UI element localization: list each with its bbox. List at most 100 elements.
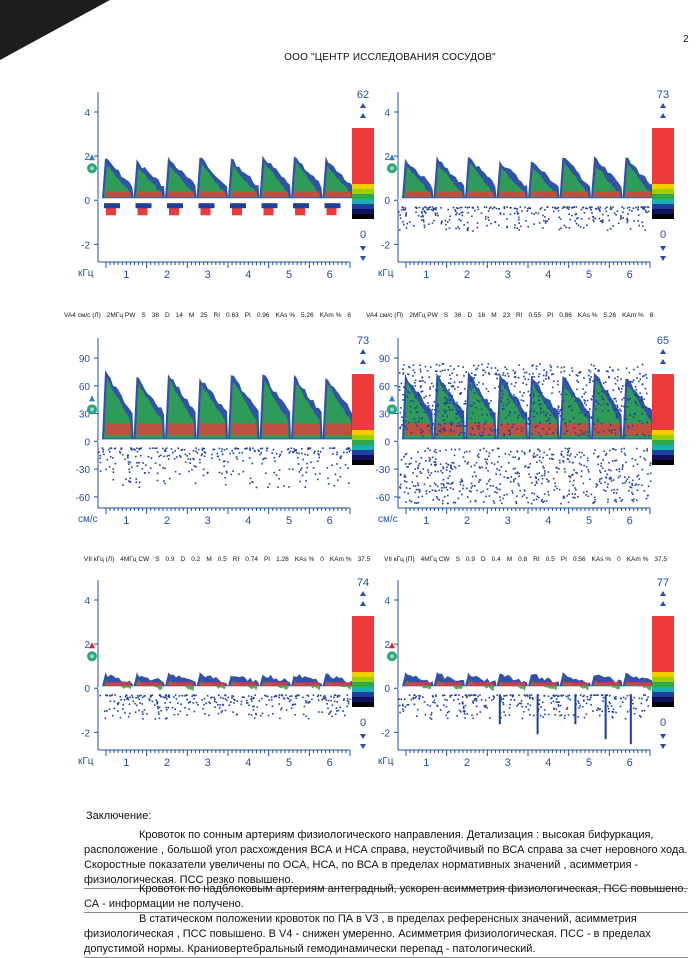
param-token: 0 <box>617 556 621 563</box>
param-token: M <box>206 556 212 563</box>
scale-max-label: 62 <box>357 89 369 101</box>
scale-min-label: 0 <box>660 229 666 241</box>
param-token: 4МГц CW <box>420 556 450 563</box>
x-axis-unit: кГц <box>378 268 394 279</box>
scale-up-arrow <box>660 591 666 596</box>
param-token: S <box>141 312 146 319</box>
y-tick-label: 2 <box>384 640 390 651</box>
scale-up-arrow <box>360 113 366 118</box>
param-token: M <box>506 556 513 563</box>
y-tick-label: 2 <box>84 152 90 163</box>
scale-up-arrow <box>360 359 366 364</box>
doppler-panel-1: 4 2 0 -2 кГц 1 2 3 4 5 6 62 0 <box>60 82 380 292</box>
param-token: 0.55 <box>528 312 542 319</box>
param-token: 0.9 <box>465 556 475 563</box>
flow-direction-icon <box>387 642 397 662</box>
x-tick-label: 5 <box>586 515 592 527</box>
scale-up-arrow <box>360 601 366 606</box>
param-token: 1.28 <box>276 556 289 563</box>
flow-direction-icon <box>87 642 97 662</box>
y-tick-label: 0 <box>84 196 90 207</box>
y-tick-label: 2 <box>84 640 90 651</box>
scale-max-label: 77 <box>657 577 669 589</box>
param-token: VA4 см/с (Л) <box>64 312 101 319</box>
doppler-spectrogram: 4 2 0 -2 кГц 1 2 3 4 5 6 77 0 <box>378 577 674 769</box>
param-token: 36 <box>454 312 462 319</box>
param-token: D <box>480 556 486 563</box>
x-tick-label: 5 <box>286 515 292 527</box>
conclusion-paragraph-3: В статическом положении кровоток по ПА в… <box>84 912 688 958</box>
x-tick-label: 6 <box>627 269 633 281</box>
y-tick-label: 30 <box>79 410 91 421</box>
x-tick-label: 2 <box>164 515 170 527</box>
x-tick-label: 4 <box>545 269 551 281</box>
param-token: 0 <box>320 556 324 563</box>
y-tick-label: 0 <box>384 684 390 695</box>
param-token: D <box>180 556 186 563</box>
x-tick-label: 3 <box>205 757 211 769</box>
x-tick-label: 5 <box>286 757 292 769</box>
param-token: 0.74 <box>245 556 258 563</box>
params-strip-4: VA4 см/с (П) 2МГц PW S 36 D 16 M 23 RI 0.55 PI 0.86… <box>366 312 659 319</box>
param-token: 0.86 <box>559 312 572 319</box>
x-tick-label: 6 <box>327 269 333 281</box>
doppler-spectrogram: 90 60 30 0 -30 -60 см/с 1 2 3 4 5 6 65 <box>376 335 674 527</box>
x-tick-label: 3 <box>505 269 511 281</box>
x-tick-label: 1 <box>423 269 429 281</box>
doppler-spectrogram: 90 60 30 0 -30 -60 см/с 1 2 3 4 5 6 73 <box>76 335 374 527</box>
scale-up-arrow <box>360 349 366 354</box>
x-tick-label: 3 <box>205 515 211 527</box>
param-token: S <box>455 556 460 563</box>
x-tick-label: 6 <box>627 757 633 769</box>
param-token: 0.4 <box>491 556 501 563</box>
param-token: 37.5 <box>357 556 371 563</box>
spectrum-trace <box>102 155 354 216</box>
x-tick-label: 5 <box>586 269 592 281</box>
conclusion-paragraph-2: Кровоток по надблоковым артериям антегра… <box>84 882 688 913</box>
param-token: D <box>164 312 170 319</box>
x-tick-label: 3 <box>505 515 511 527</box>
conclusion-text-3: В статическом положении кровоток по ПА в… <box>84 912 688 958</box>
scale-down-arrow <box>360 744 366 749</box>
doppler-panel-5: 4 2 0 -2 кГц 1 2 3 4 5 6 74 0 <box>60 570 380 780</box>
params-strip-6: VII кГц (П) 4МГц CW S 0.9 D 0.4 M 0.8 RI 0.5 PI 0.5… <box>384 556 673 563</box>
x-tick-label: 2 <box>464 515 470 527</box>
doppler-spectrogram: 4 2 0 -2 кГц 1 2 3 4 5 6 62 0 <box>78 89 374 281</box>
conclusion-title: Заключение: <box>86 810 152 822</box>
param-token: RI <box>515 312 523 319</box>
scale-down-arrow <box>660 256 666 261</box>
doppler-panel-3: 90 60 30 0 -30 -60 см/с 1 2 3 4 5 6 73 <box>60 328 380 538</box>
param-token: RI <box>232 556 240 563</box>
param-token: 25 <box>200 312 208 319</box>
doppler-panel-2: 4 2 0 -2 кГц 1 2 3 4 5 6 73 0 <box>360 82 680 292</box>
scale-min-label: 0 <box>360 229 366 241</box>
spectrum-trace <box>99 671 354 720</box>
param-token: 8 <box>347 312 351 319</box>
x-tick-label: 4 <box>245 269 251 281</box>
conclusion-text-2: Кровоток по надблоковым артериям антегра… <box>84 882 688 913</box>
x-tick-label: 6 <box>327 757 333 769</box>
param-token: M <box>491 312 497 319</box>
param-token: 0.63 <box>226 312 239 319</box>
doppler-panel-4: 90 60 30 0 -30 -60 см/с 1 2 3 4 5 6 65 <box>360 328 680 538</box>
color-scale <box>652 616 674 707</box>
x-axis-unit: кГц <box>78 756 94 767</box>
scale-min-label: 0 <box>360 717 366 729</box>
param-token: 4МГц CW <box>120 556 150 563</box>
scale-min-label: 0 <box>660 717 666 729</box>
param-token: KAm % <box>329 556 352 563</box>
x-tick-label: 1 <box>423 757 429 769</box>
param-token: KAm % <box>626 556 649 563</box>
y-tick-label: 2 <box>384 152 390 163</box>
color-scale <box>652 128 674 219</box>
param-token: 14 <box>175 312 183 319</box>
param-token: 23 <box>502 312 510 319</box>
param-token: 0.96 <box>256 312 270 319</box>
spectrum-trace <box>398 672 654 745</box>
param-token: KAs % <box>294 556 315 563</box>
spectrum-trace <box>398 155 654 232</box>
param-token: 37.5 <box>654 556 668 563</box>
param-token: 16 <box>478 312 486 319</box>
y-tick-label: 4 <box>384 596 390 607</box>
scale-max-label: 74 <box>357 577 369 589</box>
